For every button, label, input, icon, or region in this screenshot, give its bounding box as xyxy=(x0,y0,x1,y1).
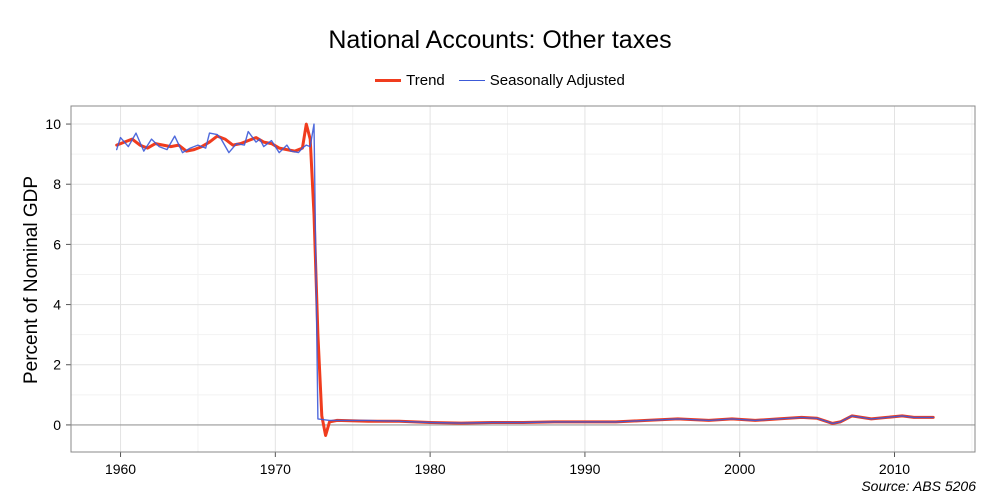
seasonally-adjusted-line xyxy=(116,123,934,425)
y-tick-label: 4 xyxy=(53,297,61,313)
y-tick-label: 10 xyxy=(45,116,61,132)
y-tick-label: 0 xyxy=(53,417,61,433)
legend-swatch-seasonally-adjusted xyxy=(458,80,485,81)
y-tick-label: 6 xyxy=(53,236,61,252)
y-tick-label: 2 xyxy=(53,357,61,373)
series-layer xyxy=(115,122,935,437)
legend-label-trend: Trend xyxy=(406,72,445,89)
legend-item-trend: Trend xyxy=(375,72,445,89)
x-tick-label: 1960 xyxy=(105,461,136,477)
trend-line xyxy=(115,122,935,437)
legend-label-seasonally-adjusted: Seasonally Adjusted xyxy=(489,72,625,89)
legend-swatch-trend xyxy=(375,79,402,82)
x-tick-label: 1970 xyxy=(260,461,291,477)
x-tick-label: 2000 xyxy=(724,461,755,477)
y-axis-title: Percent of Nominal GDP xyxy=(21,176,42,384)
legend: Trend Seasonally Adjusted xyxy=(0,72,1000,89)
y-tick-label: 8 xyxy=(53,176,61,192)
plot-panel-border xyxy=(70,105,976,453)
x-tick-label: 2010 xyxy=(879,461,910,477)
x-tick-label: 1980 xyxy=(415,461,446,477)
x-tick-label: 1990 xyxy=(569,461,600,477)
grid xyxy=(71,106,975,452)
source-note: Source: ABS 5206 xyxy=(861,478,976,494)
chart-title: National Accounts: Other taxes xyxy=(328,26,672,54)
legend-item-seasonally-adjusted: Seasonally Adjusted xyxy=(458,72,625,89)
axis-ticks: 1960 1970 1980 1990 2000 2010 0 2 4 6 8 10 xyxy=(45,116,910,477)
